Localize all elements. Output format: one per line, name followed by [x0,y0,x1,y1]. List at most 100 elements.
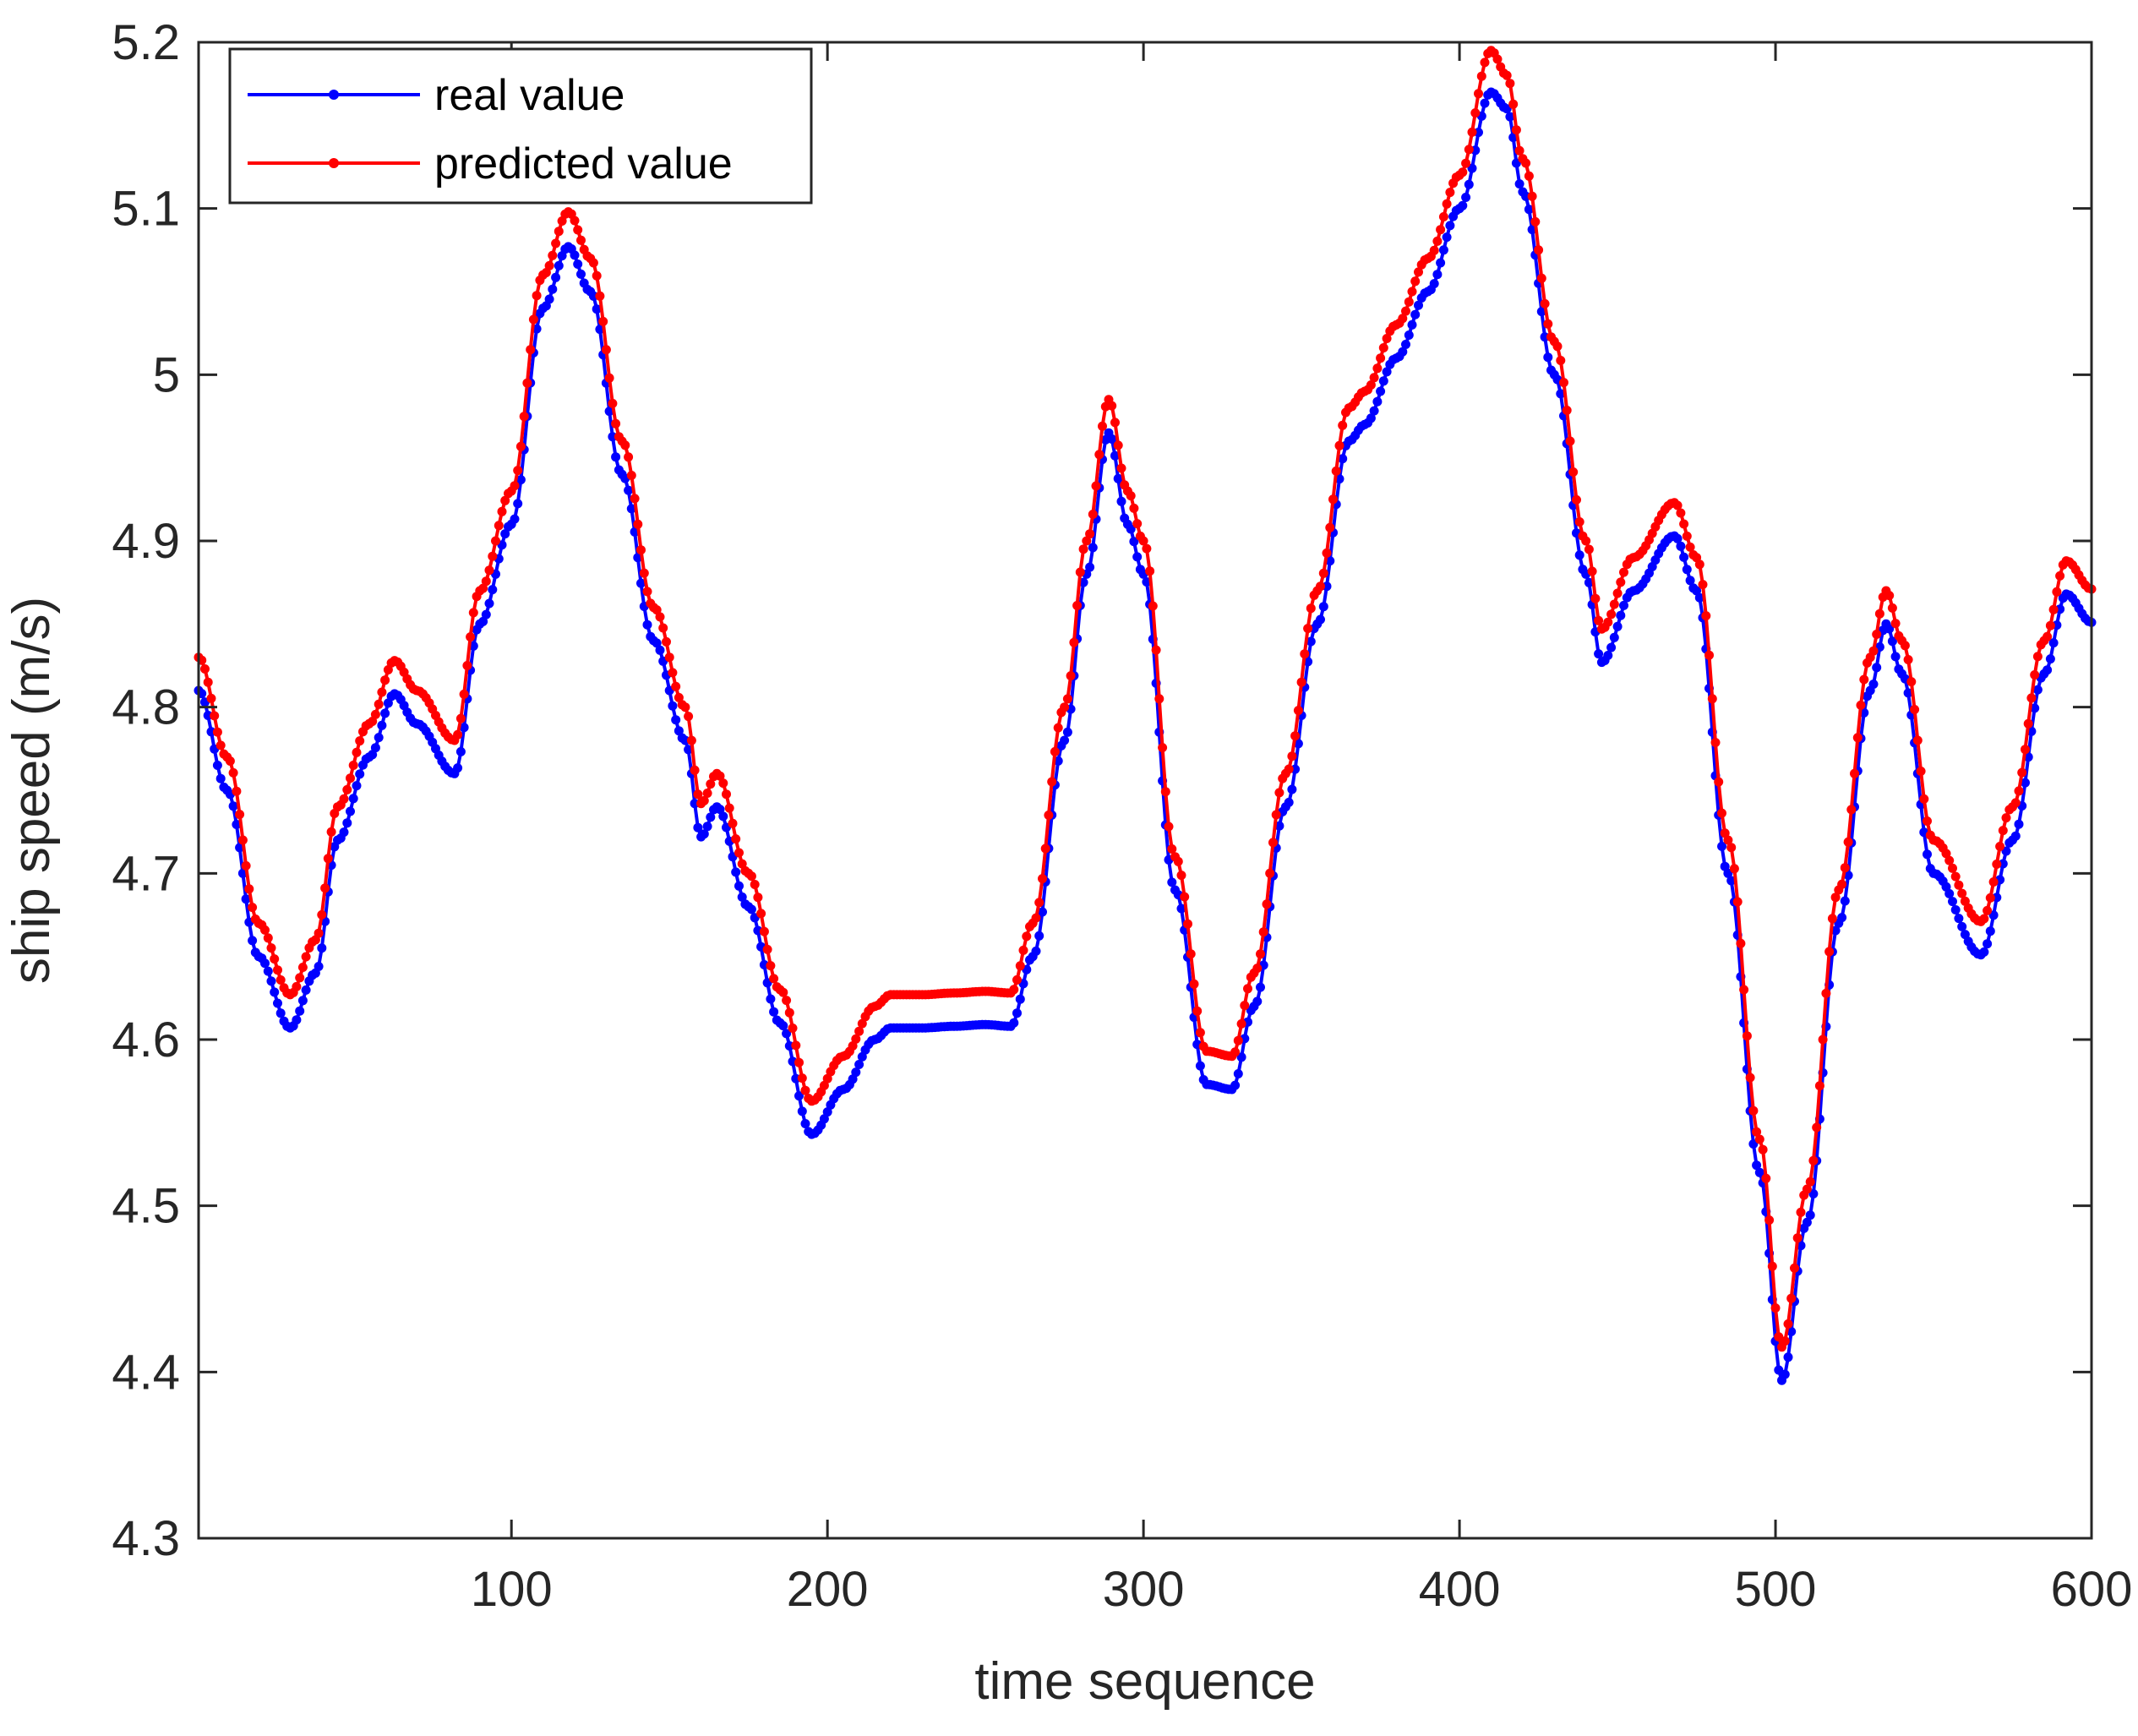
data-point-real-value [1840,896,1850,906]
data-point-predicted-value [1530,216,1541,227]
data-point-predicted-value [1492,54,1503,64]
data-point-predicted-value [1252,964,1263,974]
data-point-real-value [241,894,251,904]
data-point-predicted-value [1587,566,1597,576]
data-point-real-value [1606,642,1617,652]
data-point-predicted-value [453,729,463,740]
data-point-real-value [848,1074,858,1084]
axes-box [197,41,2093,1540]
data-point-real-value [348,794,358,804]
data-point-real-value [2021,778,2030,788]
data-point-predicted-value [1398,314,1408,324]
data-point-predicted-value [1840,863,1850,873]
data-point-real-value [1830,925,1841,936]
data-point-predicted-value [608,398,618,408]
data-point-predicted-value [1464,145,1474,155]
data-point-predicted-value [1271,810,1281,820]
data-point-predicted-value [1714,777,1724,787]
data-point-predicted-value [1761,1173,1771,1183]
data-point-predicted-value [1948,863,1957,873]
data-point-predicted-value [484,565,494,576]
data-point-real-value [652,638,662,648]
data-point-predicted-value [734,848,744,858]
data-point-predicted-value [1369,373,1379,383]
data-point-predicted-value [1887,603,1897,613]
data-point-predicted-value [266,943,276,953]
data-point-predicted-value [1821,988,1831,998]
data-point-predicted-value [1590,593,1601,603]
data-point-predicted-value [348,761,358,770]
data-point-predicted-value [1676,508,1686,518]
data-point-real-value [1410,309,1421,319]
data-point-predicted-value [515,441,526,451]
data-point-predicted-value [1985,893,1995,903]
data-point-real-value [2043,665,2053,675]
data-point-predicted-value [1710,738,1721,747]
data-point-predicted-value [784,1007,794,1018]
data-point-real-value [746,904,756,914]
data-point-predicted-value [1230,1047,1241,1057]
data-point-real-value [228,801,238,811]
data-point-predicted-value [215,740,226,751]
data-point-real-value [1088,543,1098,553]
data-point-real-value [1407,319,1417,330]
data-point-real-value [1802,1217,1812,1227]
data-point-predicted-value [200,664,210,674]
data-point-predicted-value [1559,378,1568,388]
data-point-predicted-value [301,952,311,962]
data-point-predicted-value [1805,1176,1815,1187]
data-point-predicted-value [1988,877,1999,887]
data-point-predicted-value [228,767,238,778]
data-point-predicted-value [248,903,258,913]
data-point-predicted-value [1846,805,1857,815]
data-point-predicted-value [2014,786,2024,796]
data-point-predicted-value [1154,694,1164,704]
data-point-real-value [769,1007,779,1017]
data-point-predicted-value [724,803,734,813]
data-point-real-value [1903,688,1913,698]
x-tick-label: 300 [1103,1562,1185,1617]
data-point-real-value [1524,205,1534,215]
data-point-predicted-value [1293,706,1303,716]
data-point-real-value [737,892,747,902]
data-point-predicted-value [762,944,772,954]
data-point-predicted-value [1619,567,1628,577]
data-point-predicted-value [1274,788,1284,798]
data-point-predicted-value [1148,601,1158,611]
data-point-predicted-value [1082,536,1092,546]
data-point-real-value [1752,1160,1762,1171]
data-point-predicted-value [513,466,523,476]
data-point-predicted-value [848,1041,858,1051]
data-point-real-value [248,936,258,946]
data-point-real-value [380,708,390,718]
data-point-predicted-value [1044,811,1054,820]
data-point-real-value [1236,1052,1246,1062]
data-point-predicted-value [241,860,251,871]
data-point-predicted-value [459,689,469,699]
data-point-real-value [1726,876,1737,886]
data-point-predicted-value [854,1026,864,1036]
data-point-predicted-value [769,974,779,984]
data-point-predicted-value [680,702,690,712]
data-point-real-value [1676,541,1686,551]
data-point-real-value [1837,913,1847,923]
data-point-predicted-value [1983,905,1993,915]
legend: real value predicted value [228,47,813,205]
data-point-real-value [1887,636,1897,647]
y-tick-label: 5.1 [112,182,180,237]
data-point-real-value [1445,221,1455,231]
data-point-real-value [1126,524,1136,534]
data-point-predicted-value [2026,693,2037,703]
data-point-predicted-value [497,506,507,516]
data-point-predicted-value [1536,273,1546,283]
data-point-real-value [624,485,634,495]
x-tick-label: 200 [787,1562,869,1617]
data-point-predicted-value [1110,418,1120,428]
data-point-predicted-value [1410,276,1421,287]
data-point-predicted-value [702,789,712,798]
data-point-real-value [513,499,523,509]
data-point-predicted-value [235,810,245,820]
data-point-predicted-value [1912,735,1923,745]
data-point-real-value [1378,376,1388,386]
data-point-predicted-value [1078,544,1088,554]
